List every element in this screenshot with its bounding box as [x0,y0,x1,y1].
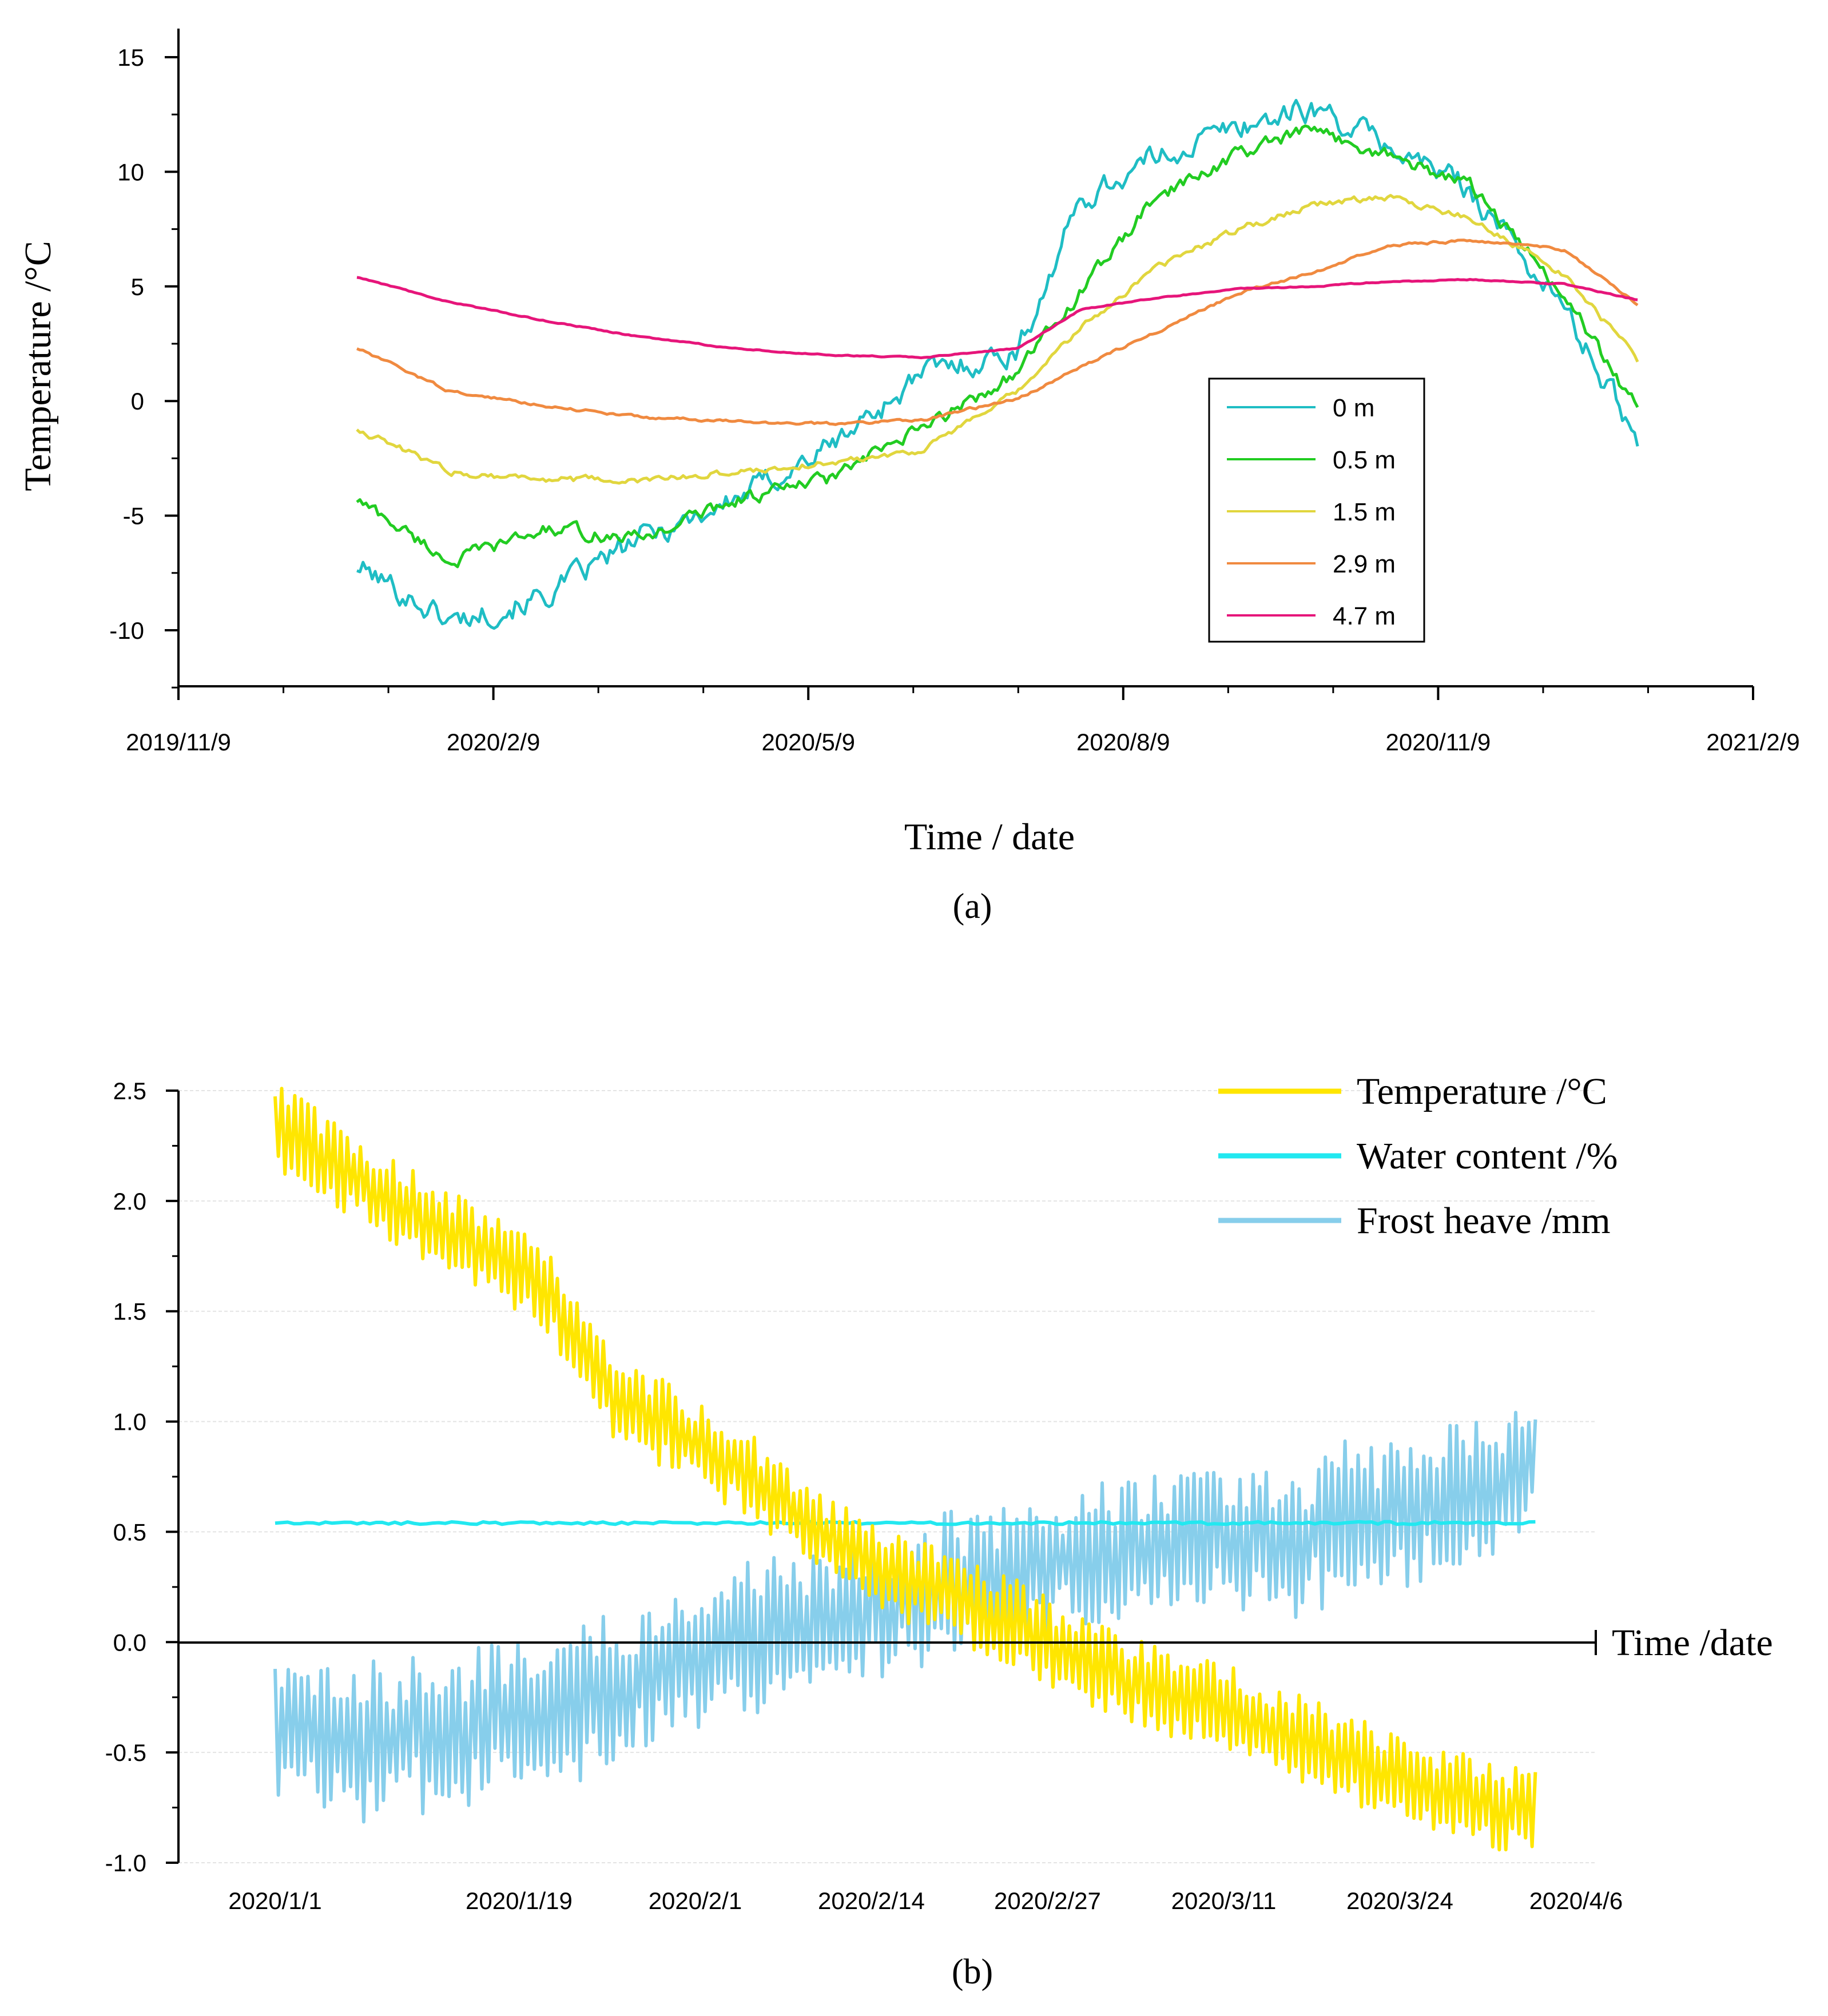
a-x-axis-title: Time / date [904,816,1075,858]
chart-a: 15 10 5 0 -5 -10 2019/11/9 2020/2/9 2020/5/9 202… [17,29,1800,926]
b-y-tick-label: 1.0 [113,1409,146,1436]
b-y-tick-label: 1.5 [113,1298,146,1325]
b-y-tick-label: 2.5 [113,1077,146,1104]
b-y-tick-label: 0.0 [113,1629,146,1656]
a-series-line-0-m [356,98,1639,630]
a-x-tick-label: 2021/2/9 [1706,729,1800,755]
b-x-axis-title: Time /date [1612,1622,1773,1664]
a-y-tick-label: -10 [109,617,144,644]
a-x-tick-label: 2020/8/9 [1076,729,1170,755]
b-y-tick-label: 0.5 [113,1518,146,1545]
a-legend-label: 0 m [1333,394,1374,422]
a-y-tick-label: 15 [117,44,144,71]
b-y-tick-label: -0.5 [105,1739,146,1766]
a-x-tick-label: 2020/11/9 [1386,729,1491,755]
b-legend-label: Water content /% [1357,1135,1618,1177]
b-x-tick-label: 2020/2/14 [818,1887,925,1914]
a-y-tick-label: 0 [131,388,144,415]
a-legend-label: 4.7 m [1333,602,1396,630]
a-legend-label: 0.5 m [1333,446,1396,474]
b-x-tick-label: 2020/2/1 [649,1887,742,1914]
a-x-tick-label: 2020/2/9 [447,729,541,755]
a-y-tick-label: 10 [117,158,144,185]
a-x-tick-label: 2020/5/9 [761,729,855,755]
a-legend: 0 m 0.5 m 1.5 m 2.9 m 4.7 m [1208,377,1425,643]
b-series-line-temperature [273,1087,1537,1852]
b-legend-label: Temperature /°C [1357,1071,1607,1112]
b-y-tick-label: 2.0 [113,1188,146,1215]
b-legend: Temperature /°C Water content /% Frost hea… [1218,1071,1618,1242]
a-legend-label: 1.5 m [1333,498,1396,526]
b-x-tick-label: 2020/3/24 [1346,1887,1453,1914]
a-panel-label: (a) [953,887,992,926]
b-x-tick-label: 2020/1/1 [228,1887,322,1914]
b-y-tick-label: -1.0 [105,1850,146,1876]
a-series-line-2-9-m [356,238,1639,426]
b-legend-label: Frost heave /mm [1357,1200,1611,1242]
b-x-tick-label: 2020/2/27 [994,1887,1101,1914]
a-y-tick-label: -5 [123,503,144,530]
b-x-tick-label: 2020/3/11 [1171,1887,1277,1914]
b-series-line-water-content [275,1520,1536,1526]
a-legend-label: 2.9 m [1333,550,1396,578]
a-y-tick-label: 5 [131,273,144,300]
b-panel-label: (b) [952,1953,993,1991]
chart-b: 2.5 2.0 1.5 1.0 0.5 0.0 -0.5 -1.0 2020/1/1 2020/… [105,1071,1773,1991]
a-y-axis-title: Temperature /°C [17,241,59,491]
b-x-tick-label: 2020/1/19 [466,1887,573,1914]
a-series-line-4-7-m [356,276,1638,360]
a-series-line-0-5-m [356,124,1639,568]
b-x-tick-label: 2020/4/6 [1529,1887,1623,1914]
a-x-tick-label: 2019/11/9 [126,729,231,755]
